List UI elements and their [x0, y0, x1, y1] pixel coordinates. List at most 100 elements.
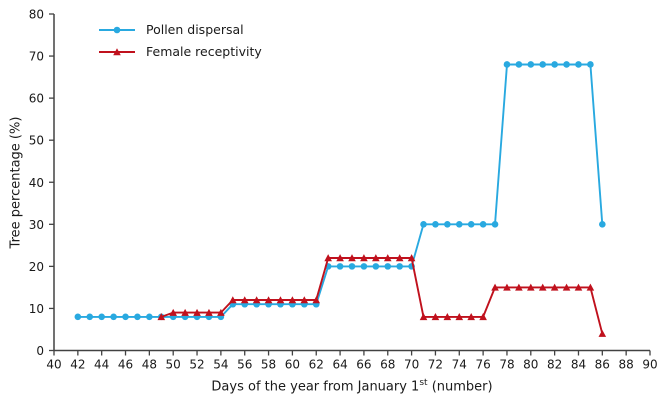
data-point-marker — [193, 308, 201, 316]
y-tick-label: 70 — [29, 50, 44, 64]
data-point-marker — [407, 254, 416, 262]
data-point-marker — [240, 296, 249, 304]
x-axis-title-text: Days of the year from January 1 — [211, 379, 420, 395]
x-tick-label: 66 — [356, 358, 371, 372]
data-point-marker — [372, 254, 380, 262]
data-point-marker — [455, 313, 464, 321]
series-pollen-dispersal — [74, 61, 606, 321]
data-point-marker — [348, 263, 356, 270]
y-ticks: 0 10 20 30 40 50 60 70 80 — [29, 8, 54, 358]
data-point-marker — [324, 254, 332, 262]
data-point-marker — [551, 61, 558, 68]
x-tick-label: 54 — [213, 358, 228, 372]
x-tick-label: 84 — [571, 358, 586, 372]
data-point-marker — [383, 254, 392, 262]
x-axis-title-superscript: st — [419, 378, 428, 388]
y-tick-label: 40 — [29, 176, 44, 190]
y-tick-label: 30 — [29, 218, 44, 232]
data-point-marker — [157, 313, 166, 321]
x-tick-label: 42 — [70, 358, 85, 372]
x-tick-label: 58 — [261, 358, 276, 372]
data-point-marker — [395, 254, 404, 262]
data-point-marker — [538, 283, 547, 291]
y-tick-label: 50 — [29, 134, 44, 148]
data-point-marker — [598, 329, 607, 337]
data-point-marker — [503, 283, 511, 291]
data-point-marker — [491, 221, 499, 228]
data-point-marker — [539, 61, 547, 68]
data-point-marker — [312, 296, 321, 304]
data-point-marker — [360, 254, 368, 262]
data-point-marker — [443, 313, 452, 321]
x-tick-label: 46 — [118, 358, 133, 372]
y-tick-label: 0 — [36, 344, 44, 358]
data-point-marker — [563, 61, 570, 68]
series-female-receptivity — [157, 254, 607, 337]
data-point-marker — [122, 313, 129, 321]
x-tick-label: 70 — [404, 358, 419, 372]
data-point-marker — [217, 308, 225, 316]
x-tick-label: 72 — [428, 358, 443, 372]
series-markers-pollen-dispersal — [74, 61, 606, 321]
data-point-marker — [491, 283, 499, 291]
data-point-marker — [372, 263, 380, 270]
legend-item-female-receptivity: Female receptivity — [98, 44, 262, 59]
x-tick-label: 62 — [309, 358, 324, 372]
data-point-marker — [587, 61, 594, 68]
x-tick-label: 60 — [285, 358, 300, 372]
data-point-marker — [74, 313, 82, 321]
series-markers-female-receptivity — [157, 254, 607, 337]
x-tick-label: 82 — [547, 358, 562, 372]
legend: Pollen dispersal Female receptivity — [98, 22, 262, 59]
data-point-marker — [384, 263, 392, 270]
data-point-marker — [336, 263, 344, 270]
data-point-marker — [134, 313, 141, 321]
x-axis-title-suffix: (number) — [427, 379, 493, 395]
data-point-marker — [276, 296, 285, 304]
x-tick-label: 50 — [166, 358, 181, 372]
data-point-marker — [562, 283, 571, 291]
data-point-marker — [169, 308, 177, 316]
series-line-female-receptivity — [160, 257, 604, 334]
legend-label: Pollen dispersal — [146, 22, 244, 37]
x-axis-title: Days of the year from January 1st (numbe… — [54, 378, 650, 394]
data-point-marker — [348, 254, 356, 262]
x-tick-label: 64 — [332, 358, 347, 372]
data-point-marker — [432, 221, 439, 228]
x-tick-label: 78 — [499, 358, 514, 372]
data-point-marker — [586, 283, 595, 291]
data-point-marker — [86, 313, 94, 321]
data-point-marker — [146, 313, 153, 321]
data-point-marker — [467, 221, 475, 228]
y-tick-label: 80 — [29, 8, 44, 22]
data-point-marker — [431, 313, 440, 321]
data-point-marker — [229, 296, 237, 304]
data-point-marker — [336, 254, 344, 262]
data-point-marker — [360, 263, 368, 270]
legend-item-pollen-dispersal: Pollen dispersal — [98, 22, 262, 37]
data-point-marker — [479, 313, 487, 321]
y-tick-label: 10 — [29, 302, 44, 316]
data-point-marker — [264, 296, 273, 304]
data-point-marker — [550, 283, 559, 291]
x-tick-label: 80 — [523, 358, 538, 372]
x-tick-label: 40 — [46, 358, 61, 372]
x-tick-label: 74 — [452, 358, 467, 372]
x-tick-label: 90 — [642, 358, 657, 372]
series-line-pollen-dispersal — [77, 63, 604, 318]
y-tick-label: 60 — [29, 92, 44, 106]
data-point-marker — [419, 313, 428, 321]
pollen-dispersal-line-circle-icon — [99, 26, 135, 33]
data-point-marker — [515, 61, 523, 68]
female-receptivity-line-triangle-icon — [99, 47, 135, 55]
data-point-marker — [599, 221, 606, 228]
data-point-marker — [575, 61, 582, 68]
data-point-marker — [444, 221, 451, 228]
data-point-marker — [252, 296, 261, 304]
data-point-marker — [503, 61, 511, 68]
data-point-marker — [205, 308, 213, 316]
legend-label: Female receptivity — [146, 44, 262, 59]
x-tick-label: 44 — [94, 358, 109, 372]
x-tick-label: 76 — [475, 358, 490, 372]
